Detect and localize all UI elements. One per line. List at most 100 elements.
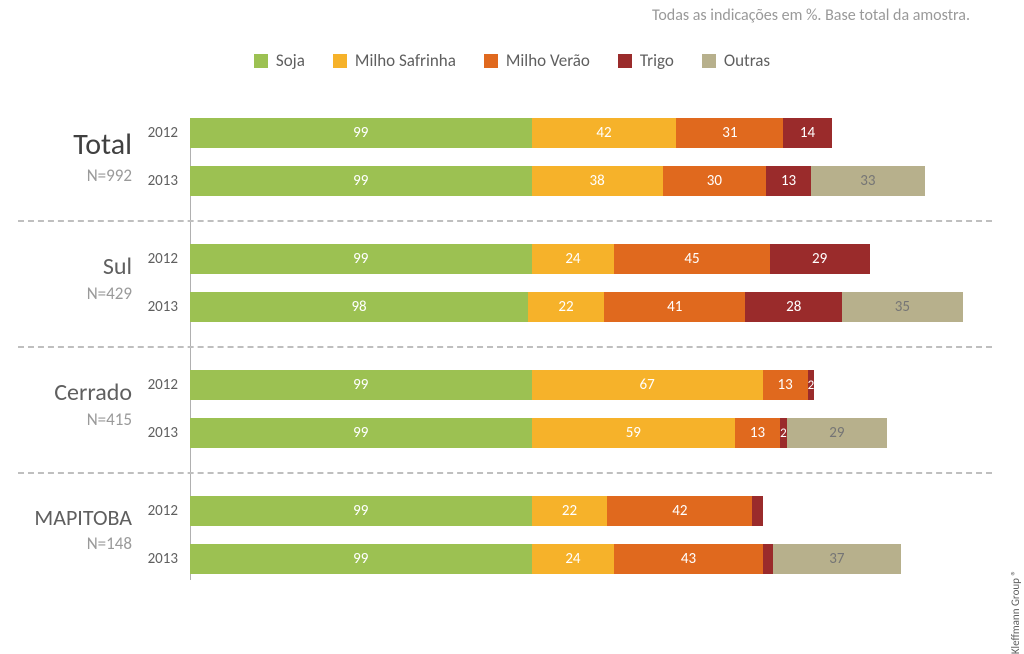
chart-subtitle: Todas as indicações em %. Base total da …	[652, 6, 970, 25]
bar-track: 992242	[190, 496, 763, 526]
legend-swatch	[484, 54, 498, 68]
bar-track: 9924 43 37	[190, 544, 901, 574]
bar-value-label: 67	[640, 376, 655, 394]
bar-value-label: 29	[812, 250, 827, 268]
bar-segment: 13	[735, 418, 780, 448]
bar-segment: 41	[604, 292, 745, 322]
group-mapitoba: MAPITOBAN=1482012 99 22 42 20139924 43 37	[0, 496, 1024, 622]
group-name-label: Cerrado	[0, 378, 132, 407]
bar-segment: 99	[190, 118, 532, 148]
legend-item-3: Trigo	[618, 50, 674, 71]
bar-segment: 98	[190, 292, 528, 322]
bar-value-label: 2	[808, 378, 815, 393]
group-name-label: Sul	[0, 252, 132, 281]
bar-segment: 28	[745, 292, 842, 322]
bar-row: 2012992242	[132, 496, 1012, 526]
bar-value-label: 99	[353, 172, 368, 190]
bar-segment: 45	[614, 244, 769, 274]
bar-segment: 43	[614, 544, 762, 574]
legend-item-2: Milho Verão	[484, 50, 590, 71]
rows-holder: 2012 99 42 31 14 2013 99 38 30 13 33	[132, 118, 1012, 214]
bar-value-label: 14	[800, 124, 815, 142]
bar-segment: 33	[811, 166, 925, 196]
rows-holder: 2012 99 24 45 29 2013 98 22 41 28 35	[132, 244, 1012, 340]
bar-value-label: 43	[681, 550, 696, 568]
group-labels: MAPITOBAN=148	[0, 504, 132, 554]
bar-segment: 2	[808, 370, 815, 400]
legend-item-4: Outras	[702, 50, 770, 71]
year-label: 2012	[132, 250, 190, 268]
bar-segment	[752, 496, 762, 526]
bar-track: 98 22 41 28 35	[190, 292, 963, 322]
group-separator	[18, 346, 992, 348]
bar-segment: 38	[532, 166, 663, 196]
bar-segment: 24	[532, 244, 615, 274]
bar-segment: 42	[532, 118, 677, 148]
year-label: 2013	[132, 424, 190, 442]
legend-label: Trigo	[640, 50, 674, 71]
bar-value-label: 42	[596, 124, 611, 142]
bar-value-label: 38	[589, 172, 604, 190]
bar-segment: 59	[532, 418, 736, 448]
bar-value-label: 99	[353, 250, 368, 268]
bar-value-label: 30	[707, 172, 722, 190]
bar-value-label: 41	[667, 298, 682, 316]
group-name-label: MAPITOBA	[0, 504, 132, 531]
bar-value-label: 13	[778, 376, 793, 394]
bar-segment: 30	[663, 166, 767, 196]
year-label: 2012	[132, 124, 190, 142]
bar-segment: 13	[766, 166, 811, 196]
bar-value-label: 59	[626, 424, 641, 442]
group-n-label: N=148	[0, 533, 132, 554]
bar-value-label: 22	[562, 502, 577, 520]
group-labels: TotalN=992	[0, 126, 132, 186]
year-label: 2013	[132, 172, 190, 190]
bar-segment: 35	[842, 292, 963, 322]
group-total: TotalN=9922012 99 42 31 14 2013 99 38 30 13 33	[0, 118, 1024, 244]
bar-segment: 42	[607, 496, 752, 526]
bar-row: 2013 98 22 41 28 35	[132, 292, 1012, 322]
bar-track: 99 24 45 29	[190, 244, 870, 274]
group-sul: SulN=4292012 99 24 45 29 2013 98 22 41 28 35	[0, 244, 1024, 370]
bar-value-label: 28	[786, 298, 801, 316]
bar-segment: 29	[787, 418, 887, 448]
bar-value-label: 99	[353, 124, 368, 142]
bar-value-label: 24	[565, 250, 580, 268]
bar-track: 995913229	[190, 418, 887, 448]
bar-segment: 99	[190, 544, 532, 574]
bar-value-label: 45	[684, 250, 699, 268]
group-separator	[18, 472, 992, 474]
bar-segment: 37	[773, 544, 901, 574]
bar-value-label: 31	[722, 124, 737, 142]
bar-value-label: 98	[351, 298, 366, 316]
rows-holder: 2012 99 22 42 20139924 43 37	[132, 496, 1012, 592]
bar-segment: 24	[532, 544, 615, 574]
bar-value-label: 2	[780, 426, 787, 441]
bar-segment: 99	[190, 166, 532, 196]
legend-swatch	[702, 54, 716, 68]
group-cerrado: CerradoN=415201299671322013995913229	[0, 370, 1024, 496]
bar-row: 2012 99 42 31 14	[132, 118, 1012, 148]
bar-segment: 99	[190, 370, 532, 400]
year-label: 2012	[132, 502, 190, 520]
legend-label: Milho Safrinha	[355, 50, 456, 71]
bar-segment: 2	[780, 418, 787, 448]
bar-value-label: 22	[558, 298, 573, 316]
bar-value-label: 13	[781, 172, 796, 190]
chart-page: Todas as indicações em %. Base total da …	[0, 0, 1024, 640]
legend-label: Soja	[276, 50, 305, 71]
year-label: 2013	[132, 298, 190, 316]
bar-value-label: 35	[895, 298, 910, 316]
legend-label: Outras	[724, 50, 770, 71]
bar-value-label: 42	[672, 502, 687, 520]
legend-item-0: Soja	[254, 50, 305, 71]
group-n-label: N=429	[0, 283, 132, 304]
bar-segment: 13	[763, 370, 808, 400]
bar-value-label: 99	[353, 376, 368, 394]
legend-item-1: Milho Safrinha	[333, 50, 456, 71]
group-name-label: Total	[0, 126, 132, 163]
bar-row: 2013 99 38 30 13 33	[132, 166, 1012, 196]
year-label: 2013	[132, 550, 190, 568]
bar-row: 2012 99 24 45 29	[132, 244, 1012, 274]
group-labels: SulN=429	[0, 252, 132, 304]
